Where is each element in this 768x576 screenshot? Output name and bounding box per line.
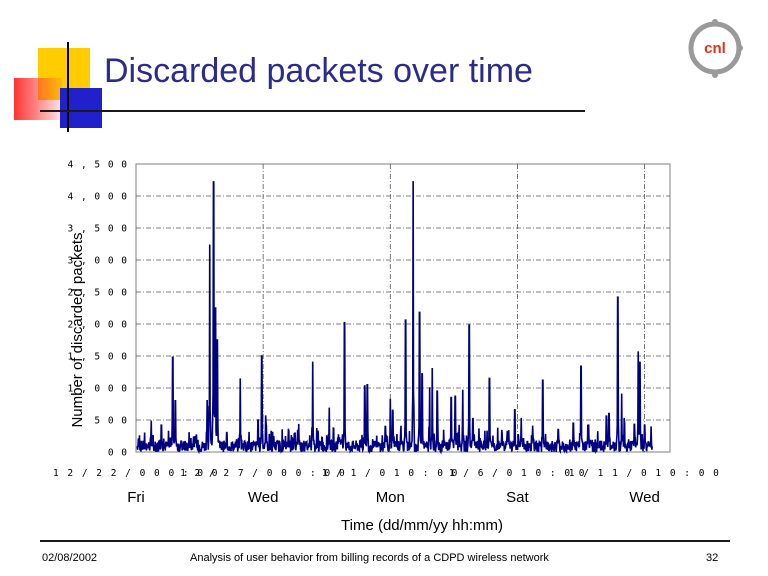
- y-tick-label: 2 , 5 0 0: [68, 288, 128, 299]
- decor-vertical-line: [67, 42, 69, 132]
- weekday-label: Wed: [629, 489, 660, 506]
- slide-title: Discarded packets over time: [104, 52, 533, 90]
- y-tick-label: 2 , 0 0 0: [68, 320, 128, 331]
- x-axis-label: Time (dd/mm/yy hh:mm): [341, 517, 503, 534]
- y-tick-label: 3 , 0 0 0: [68, 256, 128, 267]
- y-tick-label: 4 , 0 0 0: [68, 192, 128, 203]
- y-tick-label: 1 , 5 0 0: [68, 352, 128, 363]
- footer-rule: [40, 540, 730, 542]
- weekday-label: Mon: [376, 489, 405, 506]
- title-rule: [40, 110, 585, 112]
- x-tick-label: 1 2 / 2 7 / 0 0 0 : 0 0: [180, 468, 346, 479]
- cnl-logo: cnl: [688, 19, 743, 78]
- y-tick-label: 4 , 5 0 0: [68, 160, 128, 171]
- page-number: 32: [706, 552, 719, 564]
- y-axis-ticks: 0 0 5 0 0 1 , 0 0 0 1 , 5 0 0 2 , 0 0 0 2 , 5…: [68, 160, 128, 459]
- x-tick-label: 1 / 6 / 0 1 0 : 0 0: [449, 468, 586, 479]
- discarded-packets-chart: 0 0 5 0 0 1 , 0 0 0 1 , 5 0 0 2 , 0 0 0 2 , 5…: [53, 160, 719, 535]
- footer-text: Analysis of user behavior from billing r…: [190, 552, 549, 564]
- y-tick-label: 3 , 5 0 0: [68, 224, 128, 235]
- weekday-label: Fri: [127, 489, 145, 506]
- logo-text: cnl: [704, 40, 726, 57]
- x-tick-label: 1 / 1 1 / 0 1 0 : 0 0: [569, 468, 721, 479]
- y-tick-label: 5 0 0: [94, 416, 128, 427]
- x-tick-label: 1 / 1 / 0 1 0 : 0 0: [322, 468, 459, 479]
- y-tick-label: 0 0: [108, 448, 128, 459]
- plot-frame: [135, 163, 671, 453]
- weekday-label: Wed: [248, 489, 279, 506]
- x-tick-label: 1 2 / 2 2 / 0 0 0 : 0 0: [53, 468, 219, 479]
- weekday-label: Sat: [506, 489, 529, 506]
- x-axis-ticks: 1 2 / 2 2 / 0 0 0 : 0 0 Fri 1 2 / 2 7 / 0 …: [53, 468, 721, 506]
- series-line: [136, 181, 653, 455]
- y-tick-label: 1 , 0 0 0: [68, 384, 128, 395]
- decor-red-square: [14, 78, 62, 120]
- y-axis-label: Number of discarded packets: [69, 232, 86, 427]
- footer-date: 02/08/2002: [42, 552, 98, 564]
